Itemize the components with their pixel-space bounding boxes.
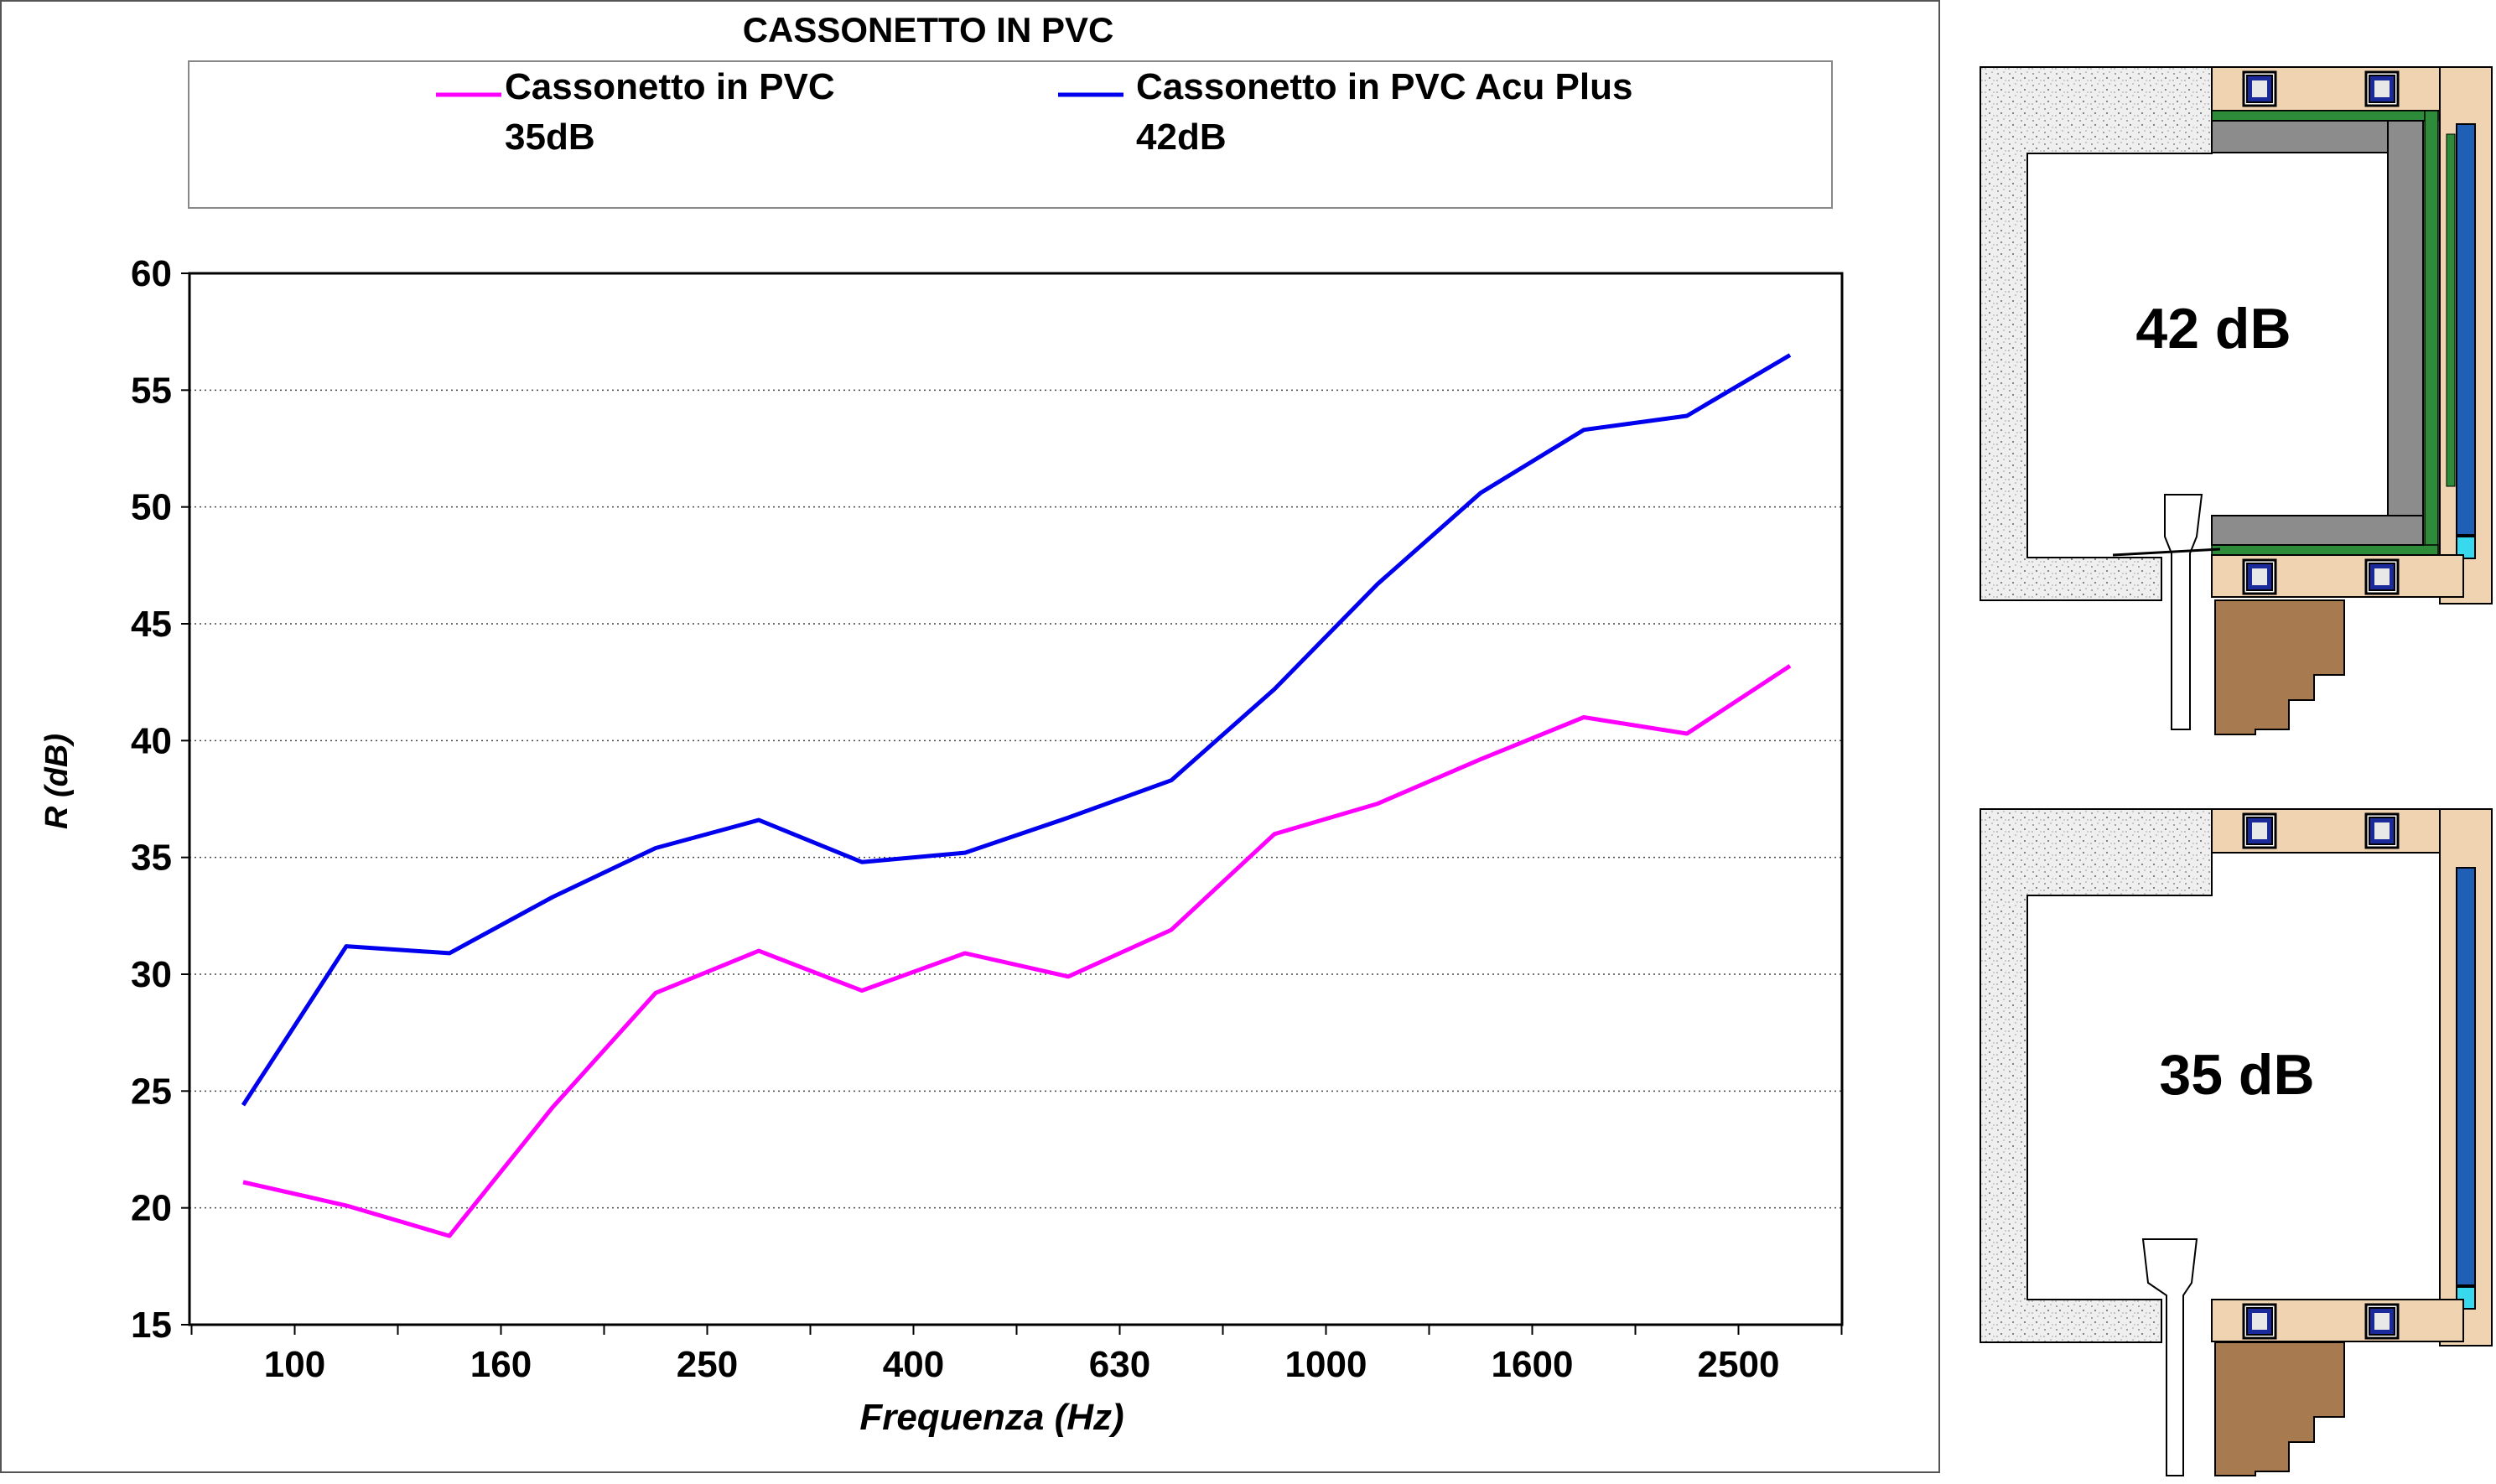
window-profile [2164,494,2203,730]
series-line-pvc [242,664,1792,1238]
gridlines [189,389,1842,1209]
chart-title: CASSONETTO IN PVC [743,10,1114,49]
profile-chamber [2252,80,2267,97]
grey-insulation [2387,120,2424,545]
y-tick-labels: 15 20 25 30 35 40 45 50 55 60 [131,253,189,1346]
section-diagram-acu: 42 dB [1980,66,2493,735]
profile-chamber [2252,568,2267,585]
window-profile [2141,1238,2198,1476]
wooden-sill [2214,599,2345,735]
x-tick-label: 160 [470,1344,532,1385]
legend-label-pvc: Cassonetto in PVC [505,66,835,107]
y-axis-label: R (dB) [39,734,75,829]
wooden-sill [2214,1341,2345,1476]
y-tick-label: 40 [131,720,172,761]
profile-chamber [2252,822,2267,839]
green-lining [2446,133,2456,487]
series-lines [241,353,1792,1238]
grey-insulation [2211,515,2424,546]
y-tick-label: 25 [131,1071,172,1112]
profile-chamber [2374,568,2390,585]
x-tick-label: 100 [264,1344,325,1385]
x-axis-label: Frequenza (Hz) [859,1397,1123,1438]
x-tick-label: 2500 [1698,1344,1780,1385]
y-tick-label: 45 [131,604,172,645]
inspection-panel [2456,867,2476,1286]
profile-chamber [2374,80,2390,97]
guide-arrow [2112,547,2221,557]
y-tick-label: 60 [131,253,172,294]
profile-chamber [2252,1313,2267,1330]
y-tick-label: 15 [131,1305,172,1346]
green-lining [2211,544,2439,556]
x-tick-labels: 100 160 250 400 630 1000 1600 2500 [264,1344,1780,1385]
x-tick-label: 1600 [1492,1344,1574,1385]
x-tick-label: 630 [1089,1344,1150,1385]
inspection-panel [2456,123,2476,536]
x-tick-label: 250 [677,1344,738,1385]
legend-box [188,60,1833,209]
profile-chamber [2374,822,2390,839]
y-tick-label: 35 [131,838,172,879]
green-lining [2211,110,2439,122]
x-tick-label: 400 [883,1344,944,1385]
diagram-label-42db: 42 dB [2135,297,2291,361]
profile-chamber [2374,1313,2390,1330]
section-diagram-pvc: 35 dB [1980,808,2493,1476]
inspection-panel-tip [2456,536,2476,559]
y-tick-label: 55 [131,370,172,411]
green-lining [2424,110,2439,556]
y-tick-label: 50 [131,487,172,528]
series-line-acu-plus [241,353,1792,1107]
grey-insulation [2211,120,2389,153]
x-ticks [190,1325,1843,1335]
diagram-label-35db: 35 dB [2159,1043,2314,1107]
x-tick-label: 1000 [1285,1344,1367,1385]
legend-label-pvc-db: 35dB [505,117,595,158]
legend-label-acu-db: 42dB [1136,117,1227,158]
y-tick-label: 20 [131,1188,172,1229]
y-tick-label: 30 [131,954,172,995]
chart-panel-border [0,0,1940,1473]
legend-label-acu: Cassonetto in PVC Acu Plus [1136,66,1632,107]
